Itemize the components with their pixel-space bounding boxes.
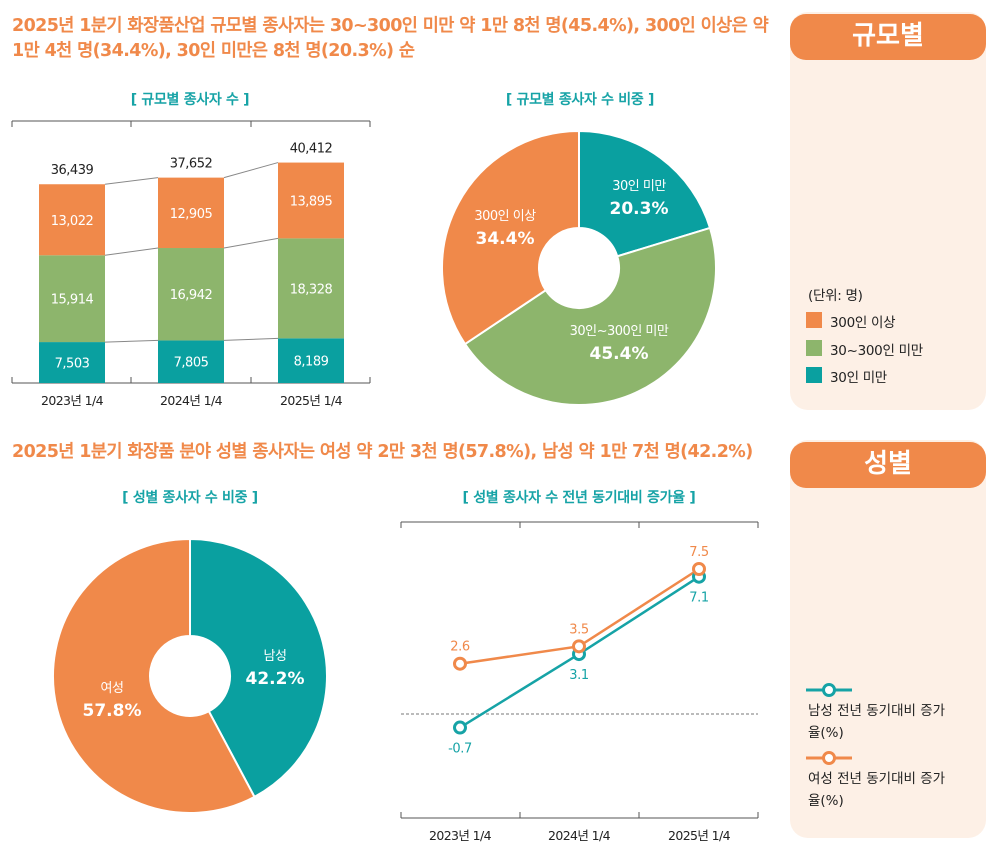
line-value-label: 2.6 xyxy=(450,640,470,655)
gender-donut-slice-value: 57.8% xyxy=(83,701,142,721)
line-point-female xyxy=(572,639,586,654)
bar-connector-line xyxy=(104,247,159,256)
size-donut-slice-name: 300인 이상 xyxy=(474,209,536,224)
bar-value-label: 13,895 xyxy=(290,194,333,209)
gender-donut-slice xyxy=(189,537,328,799)
stacked-bar-title: [ 규모별 종사자 수 ] xyxy=(130,92,250,108)
bar-value-label: 12,905 xyxy=(170,207,213,222)
gender-headline: 2025년 1분기 화장품 분야 성별 종사자는 여성 약 2만 3천 명(57… xyxy=(12,442,753,462)
size-donut-slice xyxy=(463,226,717,406)
bar-value-label: 16,942 xyxy=(170,288,213,303)
bar-category-label: 2023년 1/4 xyxy=(41,393,104,408)
line-point-male xyxy=(453,720,467,735)
gender-donut-slice-name: 남성 xyxy=(264,649,287,664)
bar-connector-line xyxy=(104,177,159,185)
line-category-label: 2025년 1/4 xyxy=(668,828,731,843)
bar-segment-small xyxy=(278,338,344,383)
line-value-label: 7.1 xyxy=(689,591,709,606)
gender-donut-slice xyxy=(52,537,256,814)
size-donut-slice-name: 30인~300인 미만 xyxy=(570,324,669,339)
bar-value-label: 7,805 xyxy=(174,356,209,371)
bar-value-label: 13,022 xyxy=(51,214,94,229)
bar-segment-medium xyxy=(278,238,344,339)
bar-value-label: 15,914 xyxy=(51,293,94,308)
legend-swatch-large xyxy=(806,312,822,328)
bar-connector-line xyxy=(223,337,279,341)
line-category-label: 2024년 1/4 xyxy=(548,828,611,843)
legend-label-small: 30인 미만 xyxy=(830,370,887,386)
bar-value-label: 18,328 xyxy=(290,282,333,297)
legend-label-male: 남성 전년 동기대비 증가율(%) xyxy=(808,703,946,741)
line-value-label: 3.5 xyxy=(569,622,589,637)
bar-category-label: 2025년 1/4 xyxy=(280,393,343,408)
size-panel-tab: 규모별 xyxy=(790,14,986,60)
line-value-label: -0.7 xyxy=(448,742,472,757)
bar-segment-medium xyxy=(39,255,105,343)
size-donut-slice-value: 20.3% xyxy=(610,199,669,219)
line-point-female xyxy=(453,656,467,671)
bar-connector-line xyxy=(104,339,159,343)
bar-segment-small xyxy=(158,340,224,383)
line-point-female xyxy=(692,562,706,576)
bar-segment-large xyxy=(278,162,344,239)
bar-total-label: 40,412 xyxy=(290,142,333,157)
legend-label-medium: 30~300인 미만 xyxy=(830,343,923,359)
size-donut-slice-value: 45.4% xyxy=(590,344,649,364)
size-donut-slice-value: 34.4% xyxy=(476,229,535,249)
size-legend-panel xyxy=(790,12,986,410)
line-category-label: 2023년 1/4 xyxy=(429,828,492,843)
legend-label-large: 300인 이상 xyxy=(830,315,896,331)
bar-connector-line xyxy=(223,237,279,249)
bar-segment-large xyxy=(39,184,105,256)
bar-value-label: 8,189 xyxy=(294,355,329,370)
size-donut-slice-name: 30인 미만 xyxy=(612,179,666,194)
gender-donut-slice-name: 여성 xyxy=(101,681,124,696)
unit-label: (단위: 명) xyxy=(808,288,863,304)
gender-donut-slice-value: 42.2% xyxy=(246,669,305,689)
size-donut-slice xyxy=(578,129,712,258)
line-value-label: 7.5 xyxy=(689,545,709,560)
line-value-label: 3.1 xyxy=(569,668,589,683)
bar-connector-line xyxy=(223,162,279,179)
gender-donut-title: [ 성별 종사자 수 비중 ] xyxy=(122,490,258,506)
bar-category-label: 2024년 1/4 xyxy=(160,393,223,408)
bar-total-label: 37,652 xyxy=(170,157,213,172)
size-headline: 2025년 1분기 화장품산업 규모별 종사자는 30~300인 미만 약 1만… xyxy=(12,16,769,61)
gender-panel-tab: 성별 xyxy=(790,442,986,488)
legend-label-female: 여성 전년 동기대비 증가율(%) xyxy=(808,771,946,809)
line-chart-title: [ 성별 종사자 수 전년 동기대비 증가율 ] xyxy=(462,490,696,506)
bar-segment-small xyxy=(39,342,105,383)
bar-segment-large xyxy=(158,177,224,249)
size-donut-slice xyxy=(441,129,580,346)
bar-total-label: 36,439 xyxy=(51,163,94,178)
legend-swatch-small xyxy=(806,367,822,383)
legend-swatch-medium xyxy=(806,340,822,356)
bar-value-label: 7,503 xyxy=(55,357,90,372)
size-donut-title: [ 규모별 종사자 수 비중 ] xyxy=(505,92,655,108)
gender-legend-panel xyxy=(790,440,986,838)
bar-segment-medium xyxy=(158,248,224,341)
